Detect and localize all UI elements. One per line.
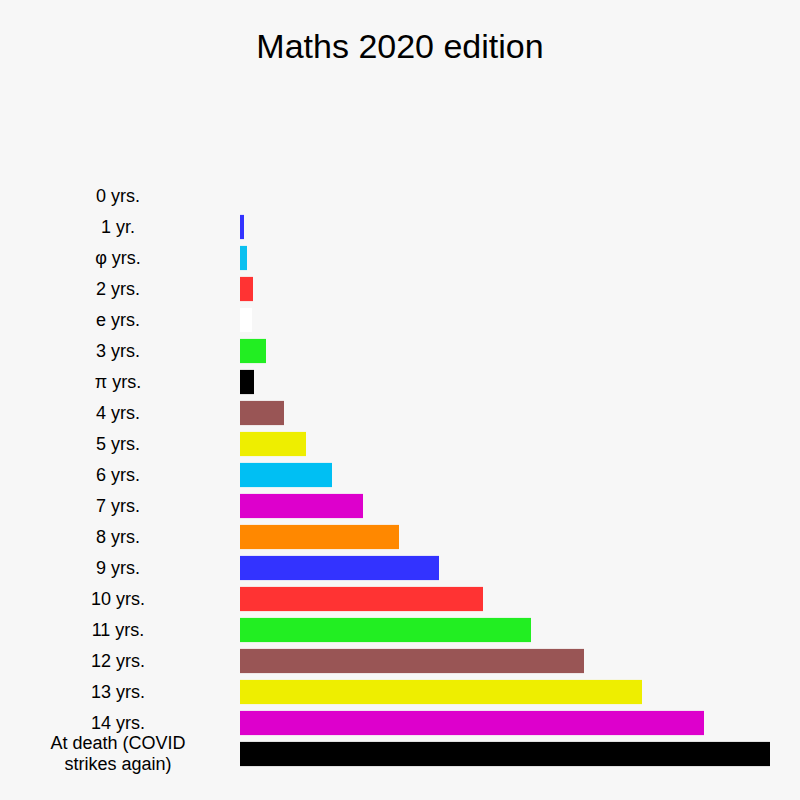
y-axis-line <box>240 181 241 770</box>
y-tick: 7 yrs. <box>96 496 140 516</box>
y-tick-label: At death (COVIDstrikes again) <box>50 733 185 774</box>
bar <box>240 432 306 456</box>
y-tick: 4 yrs. <box>96 403 140 423</box>
y-tick-label: 0 yrs. <box>96 186 140 206</box>
bar <box>240 711 704 735</box>
background <box>0 0 800 800</box>
bar <box>240 494 363 518</box>
y-tick: 1 yr. <box>101 217 135 237</box>
bar <box>240 401 284 425</box>
y-tick-label: 14 yrs. <box>91 713 145 733</box>
y-tick-label: 8 yrs. <box>96 527 140 547</box>
y-tick: 0 yrs. <box>96 186 140 206</box>
y-tick-label: 6 yrs. <box>96 465 140 485</box>
y-tick: 9 yrs. <box>96 558 140 578</box>
y-tick: e yrs. <box>96 310 140 330</box>
bar <box>240 556 439 580</box>
bar <box>240 587 483 611</box>
y-tick-label: 3 yrs. <box>96 341 140 361</box>
y-tick: π yrs. <box>95 372 141 392</box>
y-tick: 6 yrs. <box>96 465 140 485</box>
y-tick: φ yrs. <box>95 248 141 268</box>
y-tick-label: 13 yrs. <box>91 682 145 702</box>
bar <box>240 742 770 766</box>
bar <box>240 463 332 487</box>
y-tick-label: π yrs. <box>95 372 141 392</box>
y-tick-label: 11 yrs. <box>92 620 145 640</box>
bar <box>240 184 241 208</box>
y-tick-label: e yrs. <box>96 310 140 330</box>
bar <box>240 215 244 239</box>
y-tick-label: 2 yrs. <box>96 279 140 299</box>
bar <box>240 525 399 549</box>
y-tick: At death (COVIDstrikes again) <box>50 733 185 774</box>
bar <box>240 649 584 673</box>
y-tick-label: 4 yrs. <box>96 403 140 423</box>
bar <box>240 277 253 301</box>
y-tick-label: 9 yrs. <box>96 558 140 578</box>
y-tick: 13 yrs. <box>91 682 145 702</box>
y-tick-label: 5 yrs. <box>96 434 140 454</box>
bars <box>240 215 770 766</box>
y-tick: 11 yrs. <box>92 620 145 640</box>
y-tick-label: 12 yrs. <box>91 651 145 671</box>
y-tick: 5 yrs. <box>96 434 140 454</box>
y-tick: 2 yrs. <box>96 279 140 299</box>
y-tick: 8 yrs. <box>96 527 140 547</box>
y-tick-label: 1 yr. <box>101 217 135 237</box>
y-axis: 0 yrs. 1 yr. φ yrs. 2 yrs. e yrs. 3 yrs. π yrs… <box>50 181 240 774</box>
bar <box>240 308 252 332</box>
bar <box>240 618 531 642</box>
y-tick-label: 10 yrs. <box>91 589 145 609</box>
chart: Maths 2020 edition 0 yrs. 1 yr. φ yrs. 2 yrs… <box>0 0 800 800</box>
y-tick: 3 yrs. <box>96 341 140 361</box>
bar <box>240 370 254 394</box>
y-tick: 10 yrs. <box>91 589 145 609</box>
y-tick: 14 yrs. <box>91 713 145 733</box>
y-tick-label: 7 yrs. <box>96 496 140 516</box>
y-tick-label: φ yrs. <box>95 248 141 268</box>
y-tick: 12 yrs. <box>91 651 145 671</box>
bar <box>240 246 247 270</box>
bar <box>240 339 266 363</box>
title: Maths 2020 edition <box>256 27 543 65</box>
bar <box>240 680 642 704</box>
